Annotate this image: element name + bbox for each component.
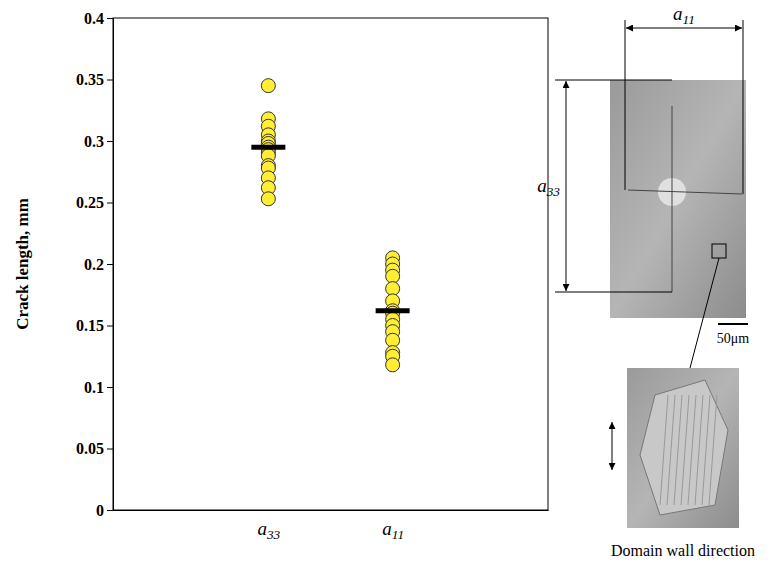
label-main: a	[537, 175, 547, 196]
domain-stripe	[667, 395, 675, 505]
dimension-label: a11	[673, 3, 695, 27]
y-tick-label: 0.2	[84, 256, 104, 273]
y-tick-mark	[107, 510, 113, 511]
scale-bar	[718, 323, 748, 325]
y-tick-label: 0.3	[84, 133, 104, 150]
label-subscript: 33	[546, 184, 561, 199]
y-tick-label: 0.1	[84, 379, 104, 396]
domain-stripe	[702, 395, 710, 505]
marks	[251, 79, 409, 372]
inset-image	[627, 368, 739, 528]
y-tick: 0.1	[84, 379, 113, 396]
y-tick-mark	[107, 203, 113, 204]
mean-bar	[376, 308, 410, 313]
data-point	[386, 358, 400, 372]
dimension-arrow	[626, 28, 742, 29]
grain	[640, 380, 728, 515]
x-tick: a11	[382, 510, 404, 542]
x-tick-label: a33	[257, 518, 280, 542]
y-tick-mark	[107, 264, 113, 265]
x-axis: a33a11	[114, 510, 549, 542]
label-main: a	[673, 3, 683, 24]
data-point	[261, 192, 275, 206]
domain-stripe	[709, 395, 717, 505]
domain-stripe	[695, 395, 703, 505]
y-tick: 0.35	[76, 71, 113, 88]
y-tick-label: 0.4	[84, 10, 104, 27]
data-point	[261, 79, 275, 93]
domain-stripe	[688, 395, 696, 505]
y-tick-label: 0.25	[76, 194, 104, 211]
caption: Domain wall direction	[611, 542, 755, 559]
y-tick: 0.25	[76, 194, 113, 211]
y-axis: 0 0.05 0.1 0.15 0.2 0.25 0.3 0.35 0.4	[76, 10, 114, 519]
x-axis-line	[114, 510, 549, 511]
dimension-extension	[555, 80, 672, 81]
y-tick-mark	[107, 80, 113, 81]
dimension-extension	[743, 20, 744, 194]
crack	[628, 190, 742, 194]
dimension-extension	[625, 20, 626, 190]
y-tick-mark	[107, 449, 113, 450]
inset-leader	[690, 258, 719, 368]
dimension-arrow	[566, 81, 567, 291]
y-tick: 0.05	[76, 440, 113, 457]
sem-image	[610, 80, 746, 318]
y-tick-label: 0.15	[76, 317, 104, 334]
y-tick-mark	[107, 141, 113, 142]
y-axis-title: Crack length, mm	[13, 198, 32, 330]
crack	[672, 106, 673, 292]
y-tick-label: 0.35	[76, 71, 104, 88]
y-tick-label: 0.05	[76, 440, 104, 457]
inset-marker	[712, 244, 726, 258]
x-tick-label: a11	[382, 518, 404, 542]
domain-stripe	[660, 395, 668, 505]
domain-stripe	[681, 395, 689, 505]
mean-bar	[251, 145, 285, 150]
chart: 00.050.10.150.20.250.30.350.4a33a11Crack…	[0, 0, 771, 569]
y-tick: 0	[96, 502, 113, 519]
plot-frame	[113, 18, 548, 510]
micrograph-figure: a11a3350μmDomain wall direction	[537, 3, 755, 559]
y-tick-label: 0	[96, 502, 104, 519]
x-tick: a33	[257, 510, 280, 542]
dimension-extension	[555, 292, 672, 293]
y-tick: 0.15	[76, 317, 113, 334]
y-tick: 0.3	[84, 133, 113, 150]
label-subscript: 33	[266, 527, 281, 542]
label-subscript: 11	[392, 527, 404, 542]
scale-bar-label: 50μm	[717, 331, 750, 346]
y-tick-mark	[107, 18, 113, 19]
y-tick: 0.2	[84, 256, 113, 273]
dimension-label: a33	[537, 175, 560, 199]
label-subscript: 11	[683, 12, 695, 27]
domain-stripe	[674, 395, 682, 505]
y-tick-mark	[107, 387, 113, 388]
label-main: a	[257, 518, 267, 539]
label-main: a	[382, 518, 392, 539]
y-tick: 0.4	[84, 10, 113, 27]
y-tick-mark	[107, 326, 113, 327]
y-axis-line	[107, 19, 114, 511]
direction-arrow	[612, 422, 613, 470]
